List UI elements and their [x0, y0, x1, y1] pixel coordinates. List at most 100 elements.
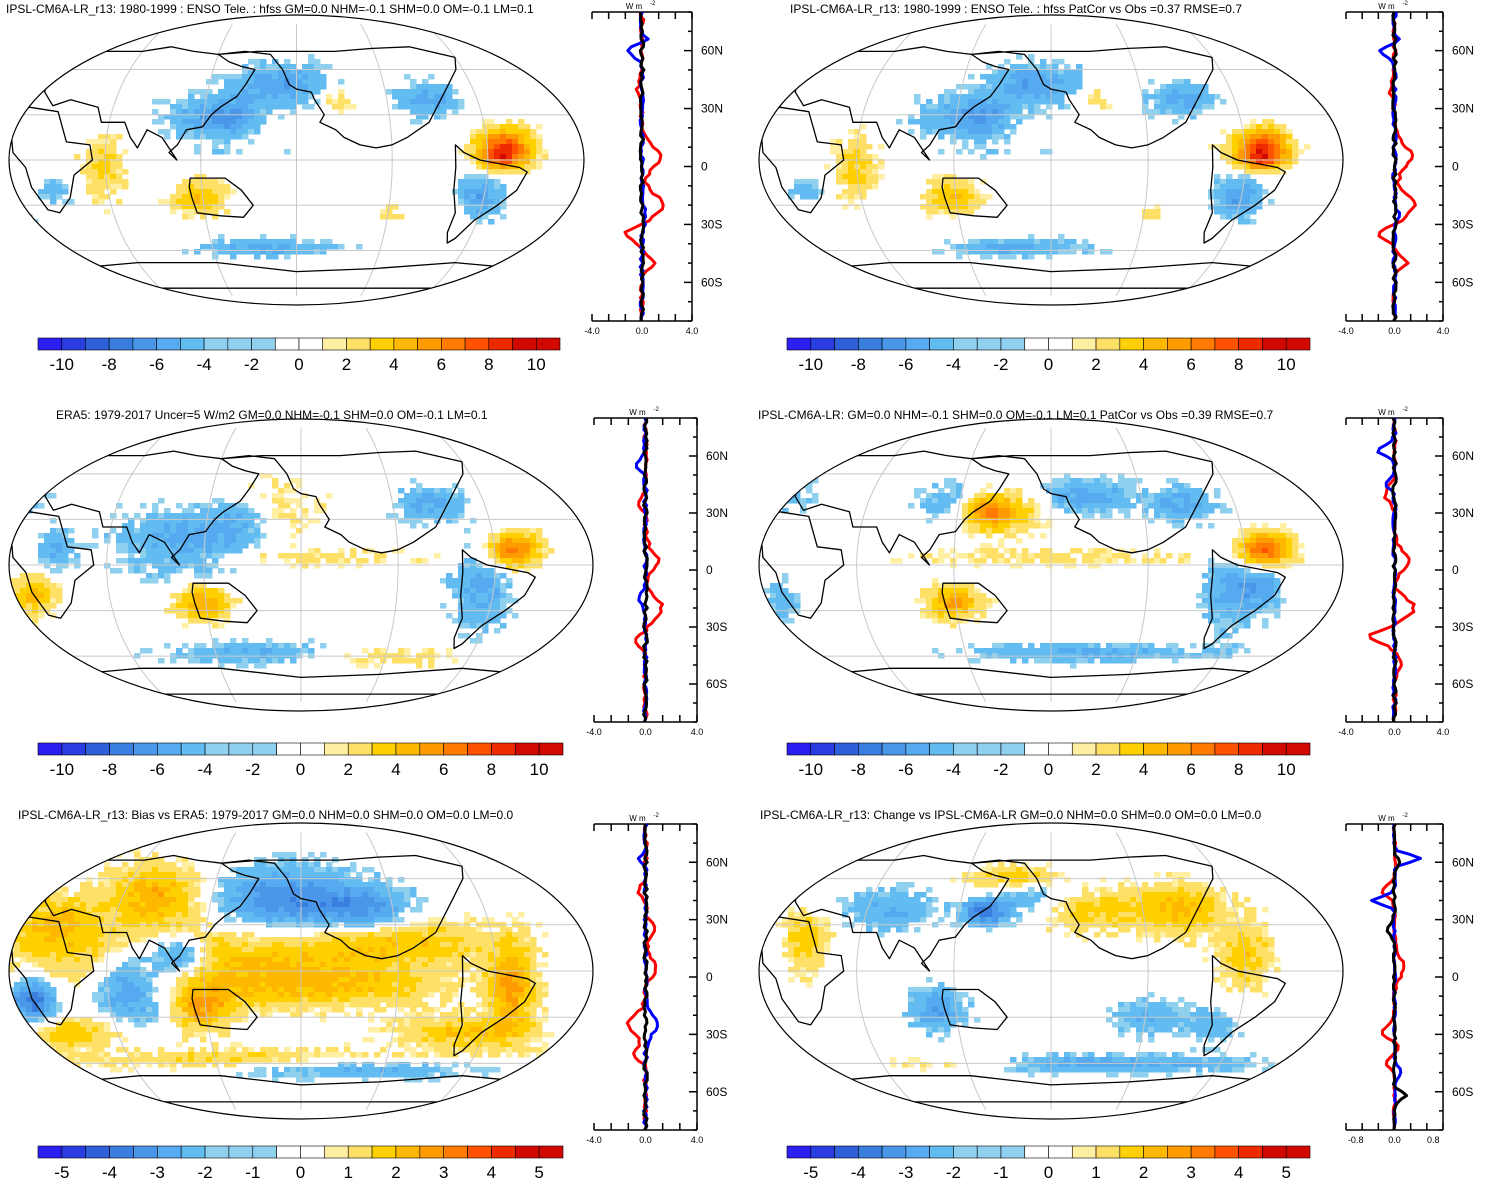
- field-cell: [290, 533, 297, 539]
- field-cell: [950, 94, 957, 100]
- field-cell: [308, 558, 315, 564]
- field-cell: [974, 119, 981, 125]
- field-cell: [314, 79, 321, 85]
- field-cell: [812, 194, 819, 200]
- field-cell: [50, 543, 57, 549]
- field-cell: [314, 917, 321, 923]
- field-cell: [1148, 214, 1155, 220]
- field-cell: [980, 558, 987, 564]
- field-cell: [176, 912, 183, 918]
- field-cell: [164, 897, 171, 903]
- field-cell: [56, 907, 63, 913]
- field-cell: [1280, 538, 1287, 544]
- field-cell: [308, 877, 315, 883]
- field-cell: [1064, 84, 1071, 90]
- field-cell: [1262, 538, 1269, 544]
- field-cell: [1238, 149, 1245, 155]
- field-cell: [26, 902, 33, 908]
- field-cell: [428, 927, 435, 933]
- field-cell: [254, 942, 261, 948]
- field-cell: [926, 189, 933, 195]
- field-cell: [344, 932, 351, 938]
- field-cell: [8, 593, 15, 599]
- field-cell: [158, 119, 165, 125]
- field-cell: [1010, 528, 1017, 534]
- field-cell: [500, 169, 507, 175]
- field-cell: [980, 508, 987, 514]
- field-cell: [332, 99, 339, 105]
- colorbar-swatch: [444, 743, 468, 755]
- field-cell: [284, 887, 291, 893]
- field-cell: [968, 199, 975, 205]
- field-cell: [248, 912, 255, 918]
- profile-x-tick-label: 4.0: [1437, 326, 1450, 336]
- field-cell: [1244, 194, 1251, 200]
- field-cell: [536, 149, 543, 155]
- field-cell: [218, 932, 225, 938]
- field-cell: [1058, 553, 1065, 559]
- field-cell: [86, 932, 93, 938]
- profile-line-black: [1393, 12, 1396, 321]
- field-cell: [1178, 104, 1185, 110]
- field-cell: [266, 109, 273, 115]
- field-cell: [524, 548, 531, 554]
- field-cell: [38, 463, 45, 469]
- field-cell: [410, 518, 417, 524]
- profile-x-tick-label: -4.0: [584, 326, 600, 336]
- field-cell: [1058, 658, 1065, 664]
- field-cell: [254, 912, 261, 918]
- field-cell: [500, 598, 507, 604]
- field-cell: [224, 917, 231, 923]
- field-cell: [302, 862, 309, 868]
- field-cell: [950, 199, 957, 205]
- field-cell: [194, 144, 201, 150]
- field-cell: [188, 543, 195, 549]
- field-cell: [14, 897, 21, 903]
- field-cell: [362, 887, 369, 893]
- profile-x-tick-label: 4.0: [1437, 727, 1450, 737]
- field-cell: [44, 553, 51, 559]
- field-cell: [332, 887, 339, 893]
- field-cell: [308, 74, 315, 80]
- field-cell: [1028, 249, 1035, 255]
- field-cell: [518, 528, 525, 534]
- field-cell: [158, 518, 165, 524]
- field-cell: [464, 598, 471, 604]
- field-cell: [158, 892, 165, 898]
- field-cell: [962, 94, 969, 100]
- field-cell: [1292, 543, 1299, 549]
- field-cell: [266, 902, 273, 908]
- lat-tick-label: 60N: [1452, 44, 1474, 58]
- field-cell: [836, 154, 843, 160]
- field-cell: [320, 74, 327, 80]
- field-cell: [842, 194, 849, 200]
- field-cell: [1178, 558, 1185, 564]
- field-cell: [152, 578, 159, 584]
- field-cell: [38, 533, 45, 539]
- field-cell: [194, 932, 201, 938]
- field-cell: [536, 538, 543, 544]
- field-cell: [866, 144, 873, 150]
- field-cell: [26, 937, 33, 943]
- field-cell: [50, 518, 57, 524]
- field-cell: [1202, 498, 1209, 504]
- field-cell: [122, 877, 129, 883]
- field-cell: [980, 199, 987, 205]
- field-cell: [362, 902, 369, 908]
- field-cell: [230, 892, 237, 898]
- field-cell: [848, 154, 855, 160]
- field-cell: [968, 518, 975, 524]
- field-cell: [254, 937, 261, 943]
- colorbar-swatch: [1096, 338, 1120, 350]
- field-cell: [1226, 573, 1233, 579]
- field-cell: [254, 872, 261, 878]
- field-cell: [812, 189, 819, 195]
- field-cell: [1280, 139, 1287, 145]
- field-cell: [224, 648, 231, 654]
- field-cell: [92, 528, 99, 534]
- field-cell: [1268, 149, 1275, 155]
- field-cell: [1130, 488, 1137, 494]
- field-cell: [1220, 598, 1227, 604]
- field-cell: [470, 583, 477, 589]
- field-cell: [1250, 194, 1257, 200]
